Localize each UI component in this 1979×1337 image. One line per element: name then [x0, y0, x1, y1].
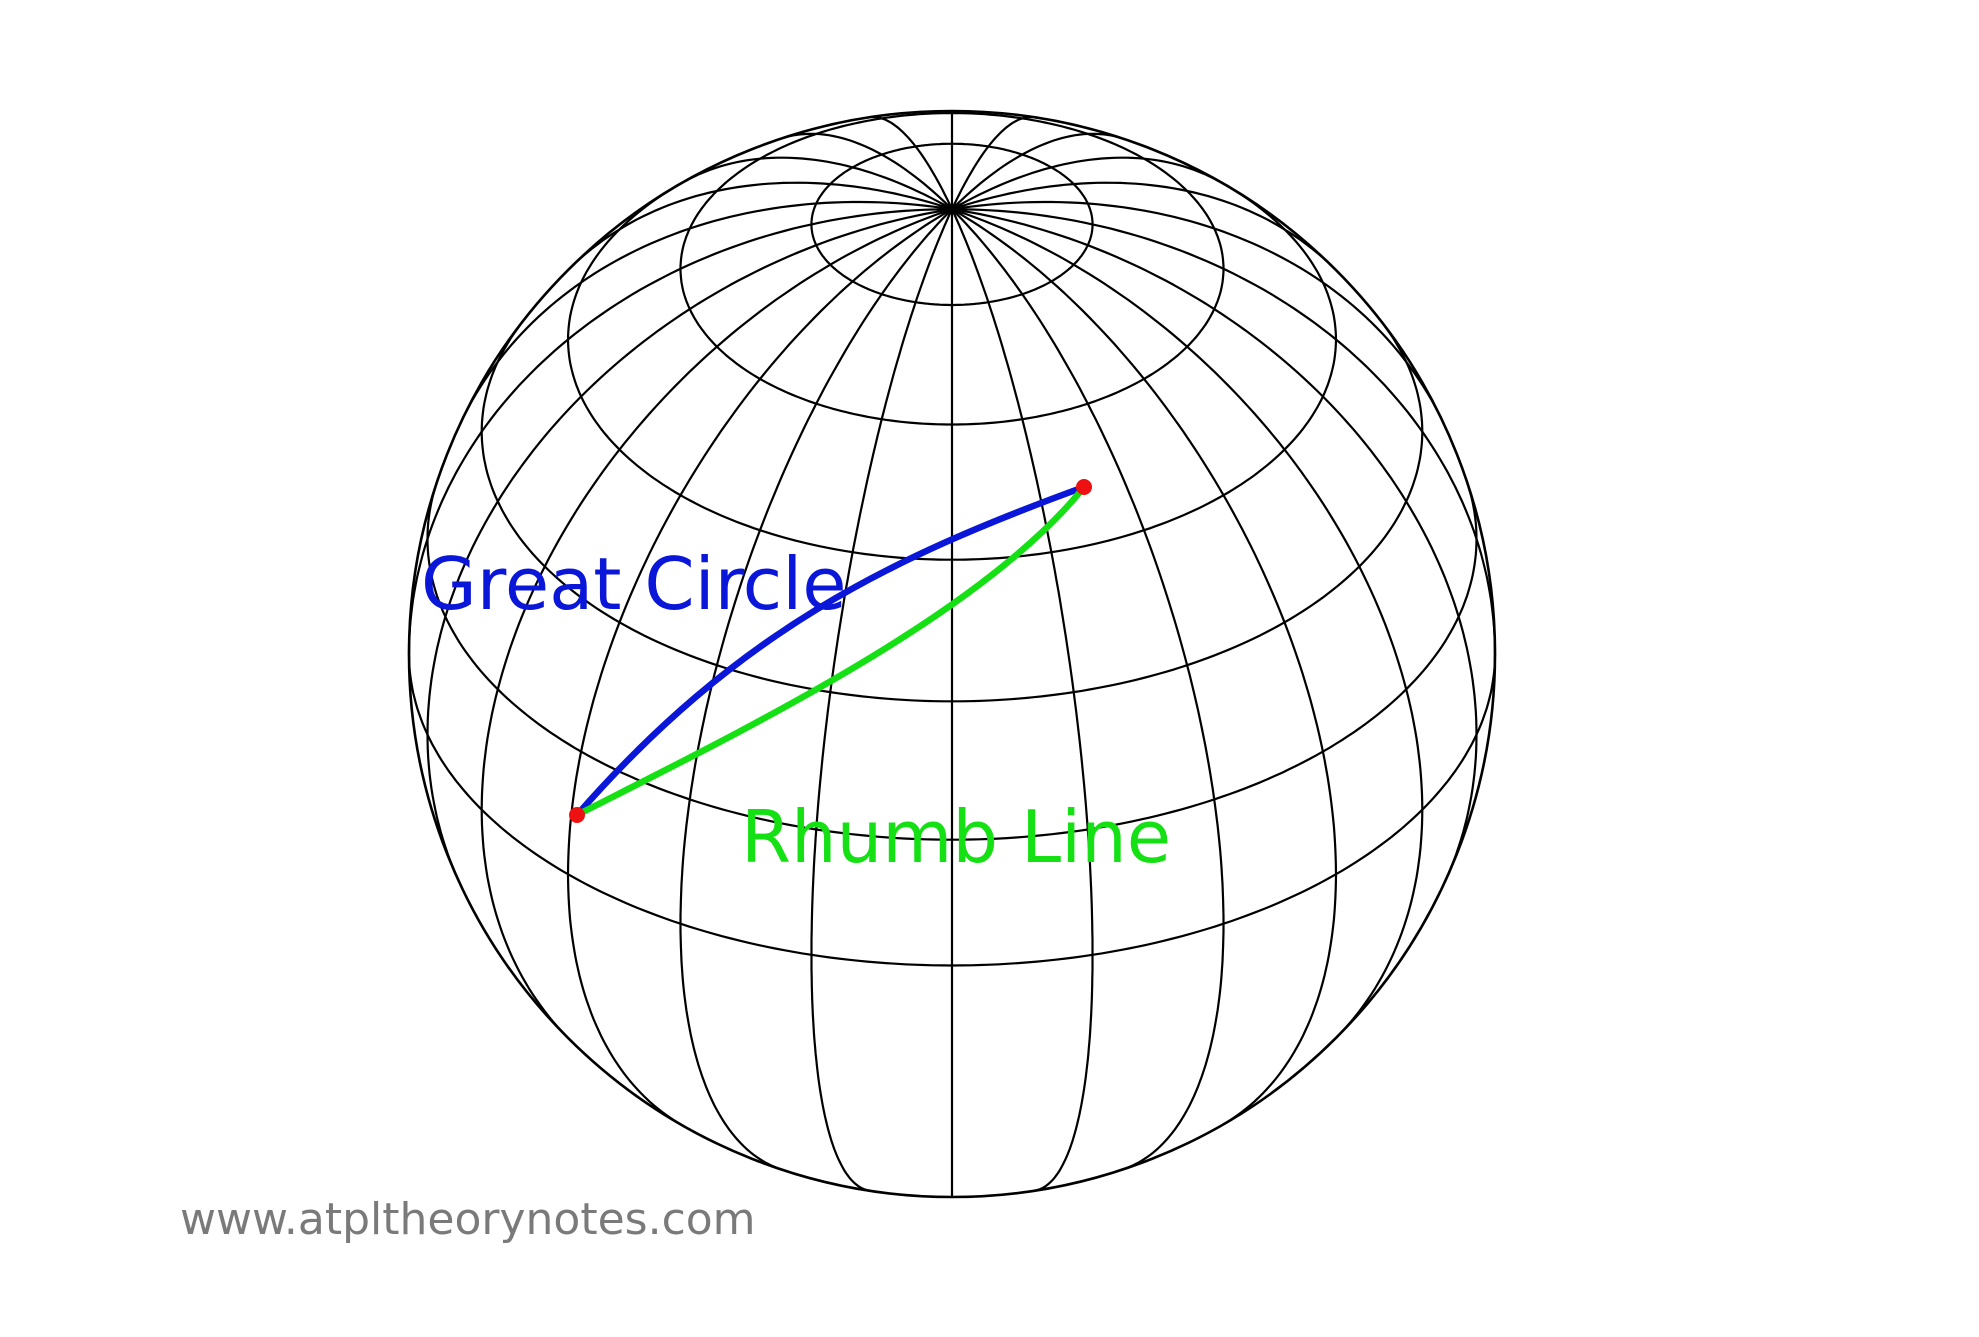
globe-graticule [407, 109, 1497, 1199]
parallel-line [426, 486, 1478, 841]
parallel-line [679, 111, 1225, 426]
rhumb-line-label: Rhumb Line [741, 795, 1171, 879]
destination-point [1076, 479, 1092, 495]
meridian-line [951, 208, 1225, 1171]
parallel-line [407, 653, 1497, 967]
meridian-line [566, 208, 953, 1126]
parallel-line [810, 142, 1094, 307]
meridian-line [810, 208, 953, 1192]
meridian-line [951, 208, 1424, 1038]
meridian-line [951, 156, 1220, 211]
great-circle-route [573, 483, 1088, 819]
great-circle-label: Great Circle [421, 542, 847, 626]
globe-outline [407, 109, 1497, 1199]
meridian-line [461, 200, 953, 420]
parallel-line [480, 325, 1424, 703]
meridian-line [784, 132, 953, 210]
departure-point [569, 807, 585, 823]
rhumb-line-route [573, 483, 1088, 819]
meridian-line [480, 208, 953, 1038]
parallel-line [566, 185, 1338, 561]
meridian-line [951, 208, 1478, 883]
meridian-line [951, 208, 1094, 1192]
meridian-line [951, 208, 1338, 1126]
meridian-line [684, 156, 953, 211]
meridian-line [951, 200, 1443, 420]
meridian-line [679, 208, 953, 1171]
meridian-line [426, 208, 953, 883]
website-watermark: www.atpltheorynotes.com [180, 1194, 756, 1245]
meridian-line [951, 132, 1120, 210]
